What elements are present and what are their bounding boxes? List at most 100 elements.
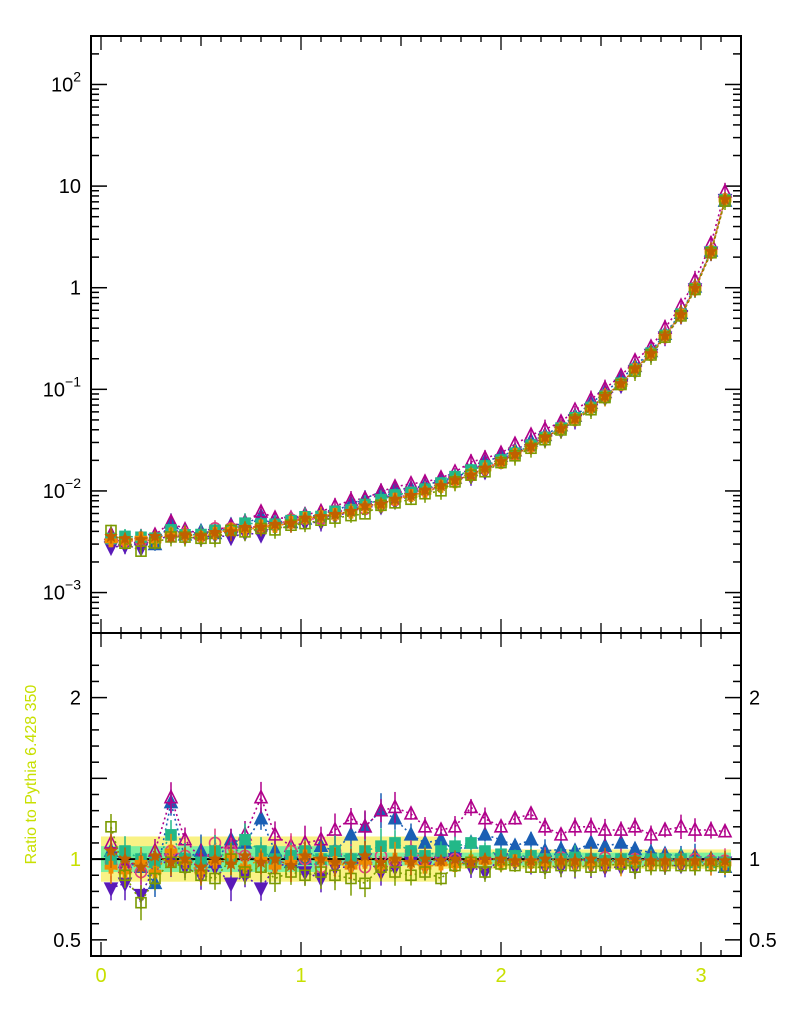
ratio-data-point bbox=[479, 866, 491, 878]
ratio-data-point bbox=[433, 821, 449, 836]
ratio-data-point bbox=[359, 877, 371, 890]
ratio-data-point bbox=[239, 866, 251, 878]
data-point bbox=[418, 483, 432, 496]
x-tick-label: 3 bbox=[695, 965, 706, 987]
ratio-data-point bbox=[267, 826, 283, 841]
y-tick-label: 102 bbox=[51, 68, 81, 96]
data-point bbox=[538, 430, 552, 444]
ratio-data-point bbox=[104, 843, 118, 857]
ratio-data-point bbox=[658, 853, 672, 867]
y-tick-label-exp: 2 bbox=[73, 68, 81, 84]
y-tick-label-exp: −3 bbox=[65, 577, 81, 593]
ratio-data-point bbox=[583, 818, 599, 833]
ratio-data-point bbox=[448, 852, 462, 865]
data-point bbox=[644, 346, 658, 360]
ratio-data-point bbox=[643, 826, 659, 841]
ratio-data-point bbox=[238, 848, 252, 862]
ratio-data-point bbox=[508, 853, 522, 867]
ratio-data-point bbox=[537, 818, 553, 833]
ratio-panel: 2 1 0.5 2 1 0.5 0 1 2 3 Ratio to Pythia 6.428 350 bbox=[23, 632, 777, 987]
ratio-data-point bbox=[208, 852, 222, 865]
ratio-y-tick-label-left: 1 bbox=[70, 849, 81, 871]
ratio-data-point bbox=[164, 855, 178, 869]
ratio-data-point bbox=[314, 852, 328, 865]
y-tick-label-base: 1 bbox=[70, 278, 81, 300]
data-point bbox=[238, 520, 252, 534]
ratio-data-point bbox=[328, 855, 342, 869]
data-point bbox=[524, 439, 538, 453]
y-tick-label-exp: −1 bbox=[65, 373, 81, 389]
ratio-data-point bbox=[284, 858, 298, 872]
ratio-data-point bbox=[149, 872, 161, 885]
ratio-data-point bbox=[344, 856, 358, 870]
data-point bbox=[658, 328, 672, 342]
ratio-data-point bbox=[435, 872, 447, 885]
ratio-data-point bbox=[403, 805, 419, 820]
ratio-data-point bbox=[718, 853, 732, 867]
y-tick-label-base: 10 bbox=[43, 583, 65, 605]
ratio-data-point bbox=[494, 852, 508, 865]
ratio-data-point bbox=[388, 852, 402, 865]
ratio-data-point bbox=[523, 830, 539, 846]
ratio-data-point bbox=[253, 788, 269, 804]
ratio-data-point bbox=[223, 877, 239, 893]
ratio-data-point bbox=[628, 852, 642, 865]
y-tick-label-base: 10 bbox=[43, 481, 65, 503]
ratio-data-point bbox=[253, 882, 269, 897]
ratio-data-point bbox=[598, 853, 612, 867]
data-point bbox=[104, 529, 118, 543]
ratio-data-point bbox=[343, 826, 359, 841]
data-point bbox=[298, 511, 312, 524]
y-tick-label-exp: −2 bbox=[65, 475, 81, 491]
y-tick-label: 10−2 bbox=[43, 475, 81, 503]
ratio-data-point bbox=[224, 856, 238, 870]
data-point bbox=[388, 492, 402, 505]
ratio-y-tick-label-left: 2 bbox=[70, 688, 81, 710]
data-point bbox=[568, 411, 582, 425]
ratio-data-point bbox=[478, 852, 492, 865]
data-point bbox=[374, 496, 388, 510]
ratio-data-point bbox=[597, 821, 613, 836]
ratio-data-point bbox=[373, 801, 389, 817]
ratio-data-point bbox=[209, 872, 221, 885]
data-point bbox=[688, 281, 702, 294]
data-point bbox=[268, 517, 282, 530]
x-tick-label: 1 bbox=[295, 965, 306, 987]
ratio-data-point bbox=[627, 818, 643, 833]
data-point bbox=[208, 525, 222, 539]
ratio-data-point bbox=[614, 853, 628, 867]
ratio-data-point bbox=[254, 855, 268, 869]
data-point bbox=[464, 468, 478, 481]
data-point bbox=[478, 461, 492, 474]
ratio-data-point bbox=[194, 860, 208, 873]
ratio-data-point bbox=[554, 853, 568, 867]
ratio-data-point bbox=[493, 818, 509, 833]
ratio-data-point bbox=[148, 848, 162, 862]
data-point bbox=[404, 488, 418, 502]
series-7 bbox=[104, 192, 732, 548]
data-point bbox=[628, 361, 642, 375]
ratio-y-axis-title: Ratio to Pythia 6.428 350 bbox=[23, 685, 40, 865]
data-point bbox=[178, 527, 192, 541]
ratio-data-point bbox=[493, 830, 509, 846]
ratio-data-point bbox=[404, 855, 418, 869]
ratio-data-point bbox=[434, 853, 448, 867]
ratio-data-point bbox=[613, 821, 629, 836]
data-point bbox=[718, 192, 732, 205]
data-point bbox=[704, 244, 718, 258]
ratio-data-point bbox=[703, 821, 719, 836]
ratio-data-point bbox=[567, 818, 583, 833]
ratio-data-point bbox=[403, 826, 419, 841]
ratio-data-point bbox=[463, 798, 479, 814]
ratio-data-point bbox=[418, 852, 432, 865]
data-point bbox=[118, 531, 132, 545]
ratio-data-point bbox=[673, 818, 689, 833]
ratio-y-tick-label-right: 1 bbox=[749, 849, 760, 871]
x-tick-label: 2 bbox=[495, 965, 506, 987]
ratio-data-point bbox=[105, 820, 117, 833]
ratio-y-tick-label-right: 2 bbox=[749, 688, 760, 710]
series-line bbox=[110, 200, 726, 553]
ratio-data-point bbox=[387, 798, 403, 814]
ratio-data-point bbox=[327, 821, 343, 836]
